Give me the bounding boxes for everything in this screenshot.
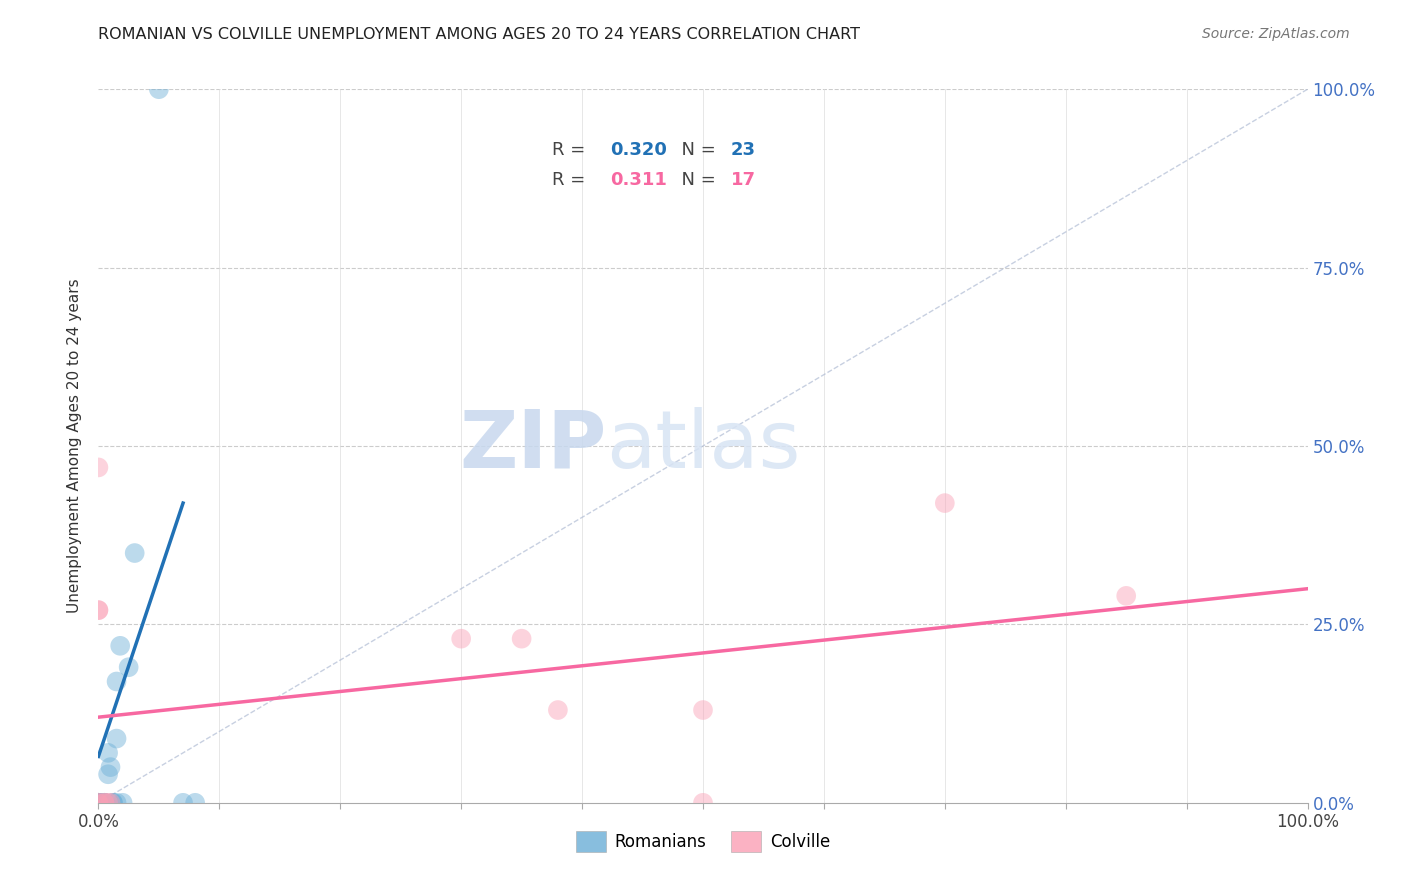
Point — [108, 639, 131, 653]
Point — [101, 796, 124, 810]
Point — [87, 796, 110, 810]
Point — [93, 796, 115, 810]
Point — [105, 674, 128, 689]
Text: Source: ZipAtlas.com: Source: ZipAtlas.com — [1202, 27, 1350, 41]
Point — [97, 796, 120, 810]
Point — [87, 796, 110, 810]
Point — [510, 632, 533, 646]
Point — [450, 632, 472, 646]
Text: R =: R = — [553, 141, 591, 159]
Point — [87, 796, 110, 810]
Text: atlas: atlas — [606, 407, 800, 485]
Point — [934, 496, 956, 510]
Point — [148, 82, 170, 96]
Point — [111, 796, 134, 810]
Point — [87, 603, 110, 617]
Point — [97, 767, 120, 781]
Point — [93, 796, 115, 810]
Point — [87, 460, 110, 475]
Point — [97, 746, 120, 760]
Y-axis label: Unemployment Among Ages 20 to 24 years: Unemployment Among Ages 20 to 24 years — [67, 278, 83, 614]
Point — [692, 796, 714, 810]
Text: N =: N = — [671, 141, 721, 159]
Point — [87, 796, 110, 810]
Point — [100, 796, 122, 810]
Point — [692, 703, 714, 717]
Point — [100, 760, 122, 774]
Point — [87, 796, 110, 810]
Text: ZIP: ZIP — [458, 407, 606, 485]
Point — [124, 546, 146, 560]
Point — [93, 796, 115, 810]
Text: ROMANIAN VS COLVILLE UNEMPLOYMENT AMONG AGES 20 TO 24 YEARS CORRELATION CHART: ROMANIAN VS COLVILLE UNEMPLOYMENT AMONG … — [98, 27, 860, 42]
Point — [87, 796, 110, 810]
Text: 23: 23 — [731, 141, 756, 159]
Legend: Romanians, Colville: Romanians, Colville — [569, 824, 837, 859]
Point — [101, 796, 124, 810]
Point — [184, 796, 207, 810]
Text: R =: R = — [553, 171, 596, 189]
Text: 0.320: 0.320 — [610, 141, 666, 159]
Text: 0.311: 0.311 — [610, 171, 666, 189]
Point — [1115, 589, 1137, 603]
Point — [93, 796, 115, 810]
Point — [87, 796, 110, 810]
Point — [118, 660, 141, 674]
Point — [547, 703, 569, 717]
Point — [93, 796, 115, 810]
Text: 17: 17 — [731, 171, 756, 189]
Point — [172, 796, 194, 810]
Text: N =: N = — [671, 171, 721, 189]
Point — [87, 796, 110, 810]
Point — [105, 796, 128, 810]
Point — [87, 603, 110, 617]
Point — [105, 731, 128, 746]
